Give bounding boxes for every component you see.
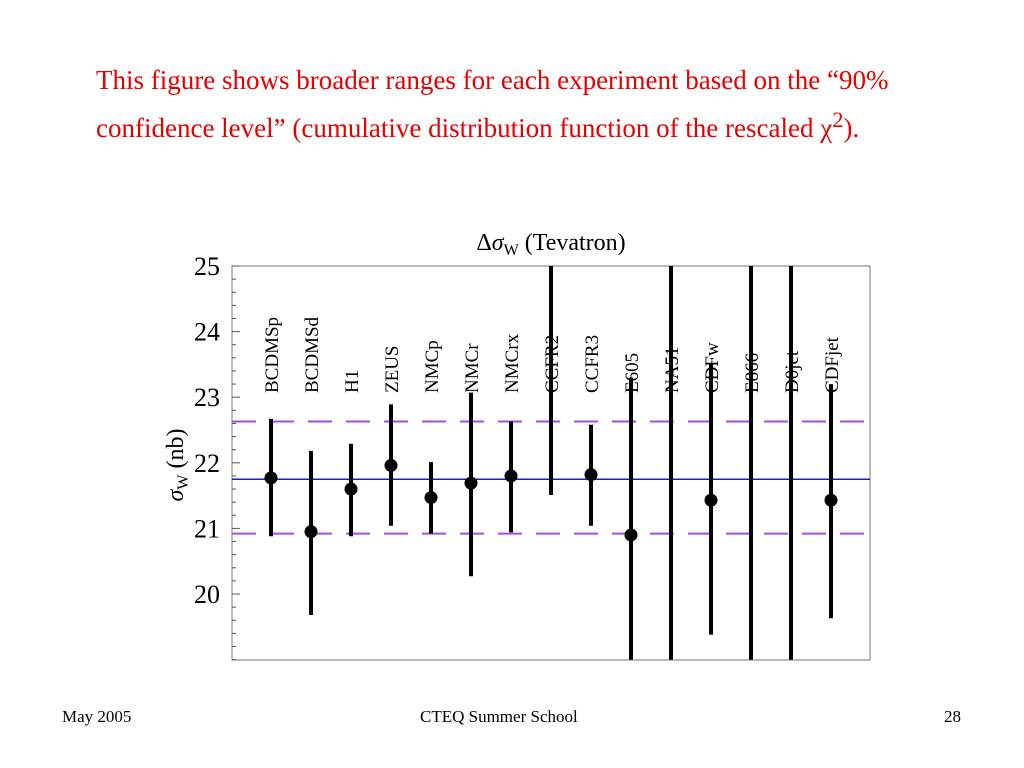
y-tick-label: 21: [194, 514, 220, 543]
experiment-label-nmcp: NMCp: [422, 340, 443, 393]
data-point-e605: [624, 528, 638, 542]
footer-title: CTEQ Summer School: [420, 707, 578, 726]
chi-superscript: 2: [832, 107, 844, 132]
experiment-label-ccfr3: CCFR3: [582, 335, 603, 393]
y-tick-label: 24: [194, 318, 220, 347]
y-tick-label: 25: [194, 252, 220, 281]
chart-title-rest: (Tevatron): [519, 230, 626, 256]
data-point-bcdmsd: [304, 525, 318, 539]
data-point-nmcp: [424, 491, 438, 505]
data-point-bcdmsp: [264, 471, 278, 485]
y-tick-label: 22: [194, 449, 220, 478]
experiment-label-nmcr: NMCr: [462, 343, 483, 393]
y-axis-label: σW (nb): [163, 429, 192, 502]
data-point-zeus: [384, 458, 398, 472]
data-point-nmcr: [464, 476, 478, 490]
intro-text: This figure shows broader ranges for eac…: [96, 60, 956, 148]
data-point-h1: [344, 482, 358, 496]
experiment-label-bcdmsp: BCDMSp: [262, 317, 283, 393]
intro-tail: ).: [843, 113, 860, 143]
footer-page-number: 28: [944, 707, 961, 726]
footer-date: May 2005: [62, 707, 132, 726]
experiment-label-nmcrx: NMCrx: [502, 333, 523, 393]
experiment-label-ccfr2: CCFR2: [542, 335, 563, 393]
chi-symbol: χ: [820, 113, 833, 143]
data-point-cdfw: [704, 493, 718, 507]
intro-main-text: This figure shows broader ranges for eac…: [96, 65, 889, 143]
experiment-label-d0jet: D0jet: [782, 350, 803, 393]
chart-title: ΔσW (Tevatron): [476, 230, 625, 259]
experiment-label-bcdmsd: BCDMSd: [302, 316, 323, 393]
chart-title-sigma: σ: [492, 230, 505, 256]
y-axis-label-rest: (nb): [163, 429, 189, 475]
data-point-nmcrx: [504, 469, 518, 483]
y-axis-label-sigma: σ: [163, 488, 189, 501]
data-point-cdfjet: [824, 493, 838, 507]
experiment-label-zeus: ZEUS: [382, 346, 403, 394]
experiment-label-e866: E866: [742, 353, 763, 393]
experiment-labels: BCDMSp BCDMSd H1 ZEUS NMCp NMCr NMCrx CCFR2 CCFR…: [262, 316, 843, 393]
experiment-label-cdfw: CDFw: [702, 342, 723, 393]
experiment-label-e605: E605: [622, 353, 643, 393]
experiment-label-na51: NA51: [662, 347, 683, 393]
chart-title-delta: Δ: [476, 230, 491, 256]
data-point-ccfr3: [584, 468, 598, 482]
y-tick-label: 20: [194, 580, 220, 609]
y-tick-label: 23: [194, 383, 220, 412]
chart-title-subscript: W: [504, 242, 520, 259]
experiment-label-h1: H1: [342, 370, 363, 393]
y-axis-label-subscript: W: [175, 474, 192, 490]
experiment-label-cdfjet: CDFjet: [822, 336, 843, 393]
error-bars: [269, 266, 833, 660]
y-axis-ticks: 20 21 22 23 24 25: [194, 252, 240, 661]
central-points: [264, 458, 838, 542]
